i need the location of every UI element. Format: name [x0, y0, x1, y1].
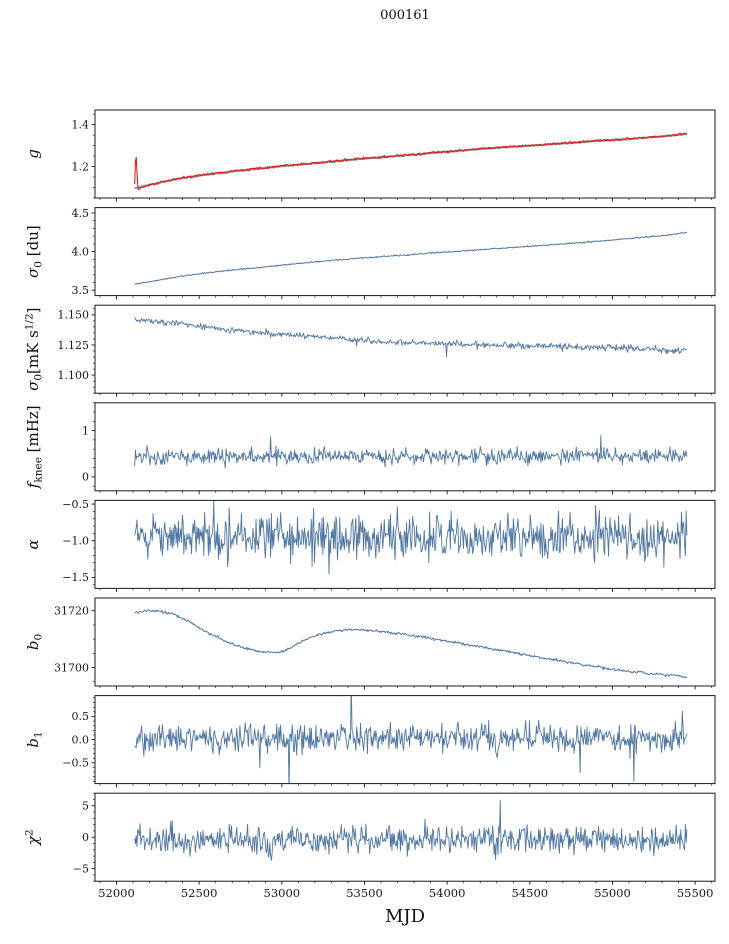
y-tick-label: 1.100 [58, 369, 90, 382]
y-tick-label: −0.5 [62, 498, 89, 511]
y-tick-label: 1.150 [58, 309, 90, 322]
b1-series-b1 [134, 695, 688, 784]
chart-title: 000161 [380, 8, 430, 23]
fknee-y-axis-label: fknee [mHz] [24, 405, 45, 489]
y-tick-label: −0.5 [62, 757, 89, 770]
sigma0-mks-y-axis-label: σ0[mK s1/2] [24, 307, 45, 390]
fknee-series-fknee [134, 434, 688, 469]
g-y-axis-label: g [24, 149, 42, 159]
y-tick-label: 1 [82, 424, 89, 437]
x-tick-label: 52500 [181, 886, 218, 900]
sigma0-du-series-sigma0-du [134, 231, 687, 285]
alpha-y-axis-label: α [24, 539, 42, 549]
x-axis-label: MJD [384, 906, 426, 927]
y-tick-label: 31720 [54, 605, 89, 618]
y-tick-label: 4.5 [72, 207, 90, 220]
x-tick-label: 53500 [346, 886, 383, 900]
x-tick-label: 55500 [677, 886, 714, 900]
y-tick-label: 1.125 [58, 339, 90, 352]
y-tick-label: 4.0 [72, 245, 90, 258]
g-frame [94, 109, 716, 199]
sigma0-mks-series-sigma0-mks [134, 316, 688, 358]
b1-y-axis-label: b1 [24, 731, 45, 747]
x-tick-label: 54500 [512, 886, 549, 900]
y-tick-label: −1.0 [62, 535, 89, 548]
b1-frame [94, 695, 716, 785]
x-tick-label: 54000 [429, 886, 466, 900]
x-tick-label: 55000 [594, 886, 631, 900]
g-series-gain [134, 132, 687, 190]
chi2-series-chi2 [134, 799, 688, 861]
y-tick-label: 0.0 [72, 733, 90, 746]
x-tick-label: 52000 [98, 886, 135, 900]
y-tick-label: 5 [82, 800, 89, 813]
sigma0-du-frame [94, 207, 716, 297]
y-tick-label: 0.5 [72, 710, 90, 723]
alpha-series-alpha [134, 500, 688, 575]
alpha-frame [94, 499, 716, 589]
y-tick-label: 0 [82, 471, 89, 484]
y-tick-label: −5 [73, 862, 89, 875]
fknee-frame [94, 402, 716, 492]
chi2-frame [94, 792, 716, 882]
sigma0-du-y-axis-label: σ0 [du] [24, 225, 45, 278]
y-tick-label: 0 [82, 831, 89, 844]
sigma0-mks-frame [94, 304, 716, 394]
y-tick-label: 3.5 [72, 284, 90, 297]
b0-frame [94, 597, 716, 687]
chi2-y-axis-label: χ2 [24, 829, 43, 846]
y-tick-label: 1.2 [72, 160, 90, 173]
y-tick-label: 1.4 [72, 118, 90, 131]
x-tick-label: 53000 [264, 886, 301, 900]
y-tick-label: −1.5 [62, 571, 89, 584]
g-series-smoothed-gain [134, 132, 687, 190]
b0-series-b0 [134, 609, 688, 679]
b0-y-axis-label: b0 [24, 634, 45, 650]
y-tick-label: 31700 [54, 661, 89, 674]
